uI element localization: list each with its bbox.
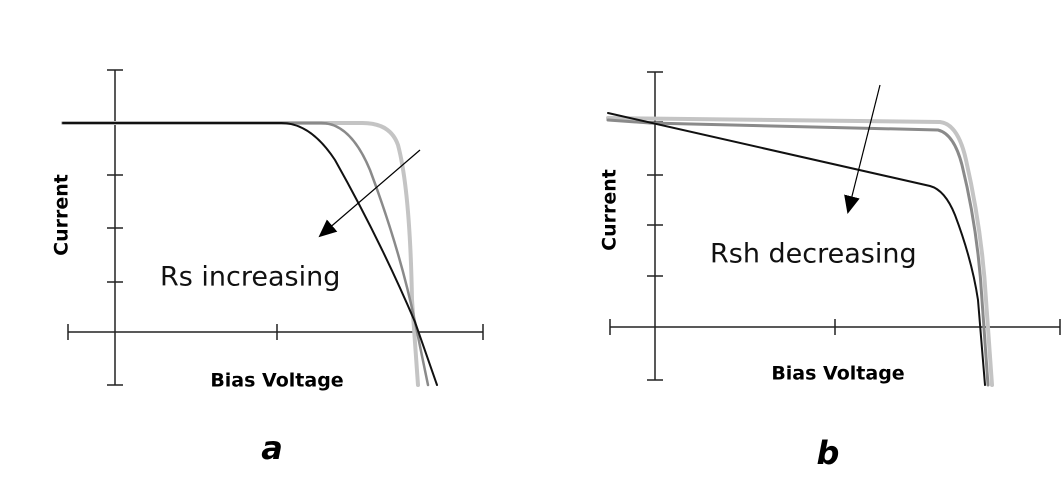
panel-b: Current Bias Voltage Rsh decreasing b (599, 71, 1061, 472)
curve-dark (607, 112, 986, 386)
arrow (844, 84, 881, 214)
curve-light (61, 120, 420, 387)
curve-light (606, 116, 994, 387)
y-axis (107, 69, 123, 386)
x-label: Bias Voltage (771, 363, 904, 385)
panel-a: Current Bias Voltage Rs increasing a (51, 69, 484, 467)
annotation: Rs increasing (160, 262, 340, 293)
x-axis (67, 324, 484, 340)
y-label: Current (599, 169, 621, 251)
x-axis (609, 319, 1061, 335)
caption: a (261, 429, 283, 467)
curve-mid (61, 121, 430, 387)
curve-mid (606, 118, 990, 387)
y-label: Current (51, 174, 73, 256)
arrow (318, 149, 421, 238)
curve-dark (62, 121, 438, 386)
x-label: Bias Voltage (210, 370, 343, 392)
annotation: Rsh decreasing (710, 239, 917, 270)
caption: b (817, 434, 840, 472)
